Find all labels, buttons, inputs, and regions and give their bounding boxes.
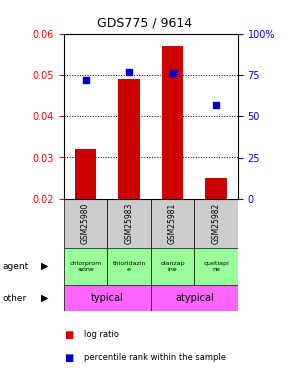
Bar	[162, 46, 183, 199]
Text: agent: agent	[3, 262, 29, 271]
Text: ■: ■	[64, 352, 73, 363]
Bar	[64, 199, 107, 248]
Text: ▶: ▶	[41, 293, 49, 303]
Bar	[151, 199, 194, 248]
Bar	[64, 285, 151, 311]
Bar	[151, 248, 194, 285]
Text: atypical: atypical	[175, 293, 214, 303]
Text: GSM25983: GSM25983	[124, 202, 134, 244]
Text: GSM25980: GSM25980	[81, 202, 90, 244]
Text: ■: ■	[64, 330, 73, 340]
Point	[83, 77, 88, 83]
Bar	[118, 79, 140, 199]
Text: GSM25982: GSM25982	[211, 202, 221, 244]
Text: chlorprom
azine: chlorprom azine	[69, 261, 102, 272]
Bar	[194, 248, 238, 285]
Text: GSM25981: GSM25981	[168, 202, 177, 244]
Bar	[107, 248, 151, 285]
Text: GDS775 / 9614: GDS775 / 9614	[97, 17, 193, 30]
Bar	[151, 285, 238, 311]
Bar	[75, 149, 96, 199]
Text: ▶: ▶	[41, 261, 49, 271]
Text: typical: typical	[91, 293, 124, 303]
Text: percentile rank within the sample: percentile rank within the sample	[84, 352, 226, 362]
Bar	[194, 199, 238, 248]
Text: thioridazin
e: thioridazin e	[112, 261, 146, 272]
Point	[127, 69, 131, 75]
Bar	[205, 178, 227, 199]
Point	[214, 102, 218, 108]
Text: olanzap
ine: olanzap ine	[160, 261, 185, 272]
Bar	[64, 248, 107, 285]
Text: log ratio: log ratio	[84, 330, 119, 339]
Bar	[107, 199, 151, 248]
Text: other: other	[3, 294, 27, 303]
Text: quetiapi
ne: quetiapi ne	[203, 261, 229, 272]
Point	[170, 70, 175, 76]
